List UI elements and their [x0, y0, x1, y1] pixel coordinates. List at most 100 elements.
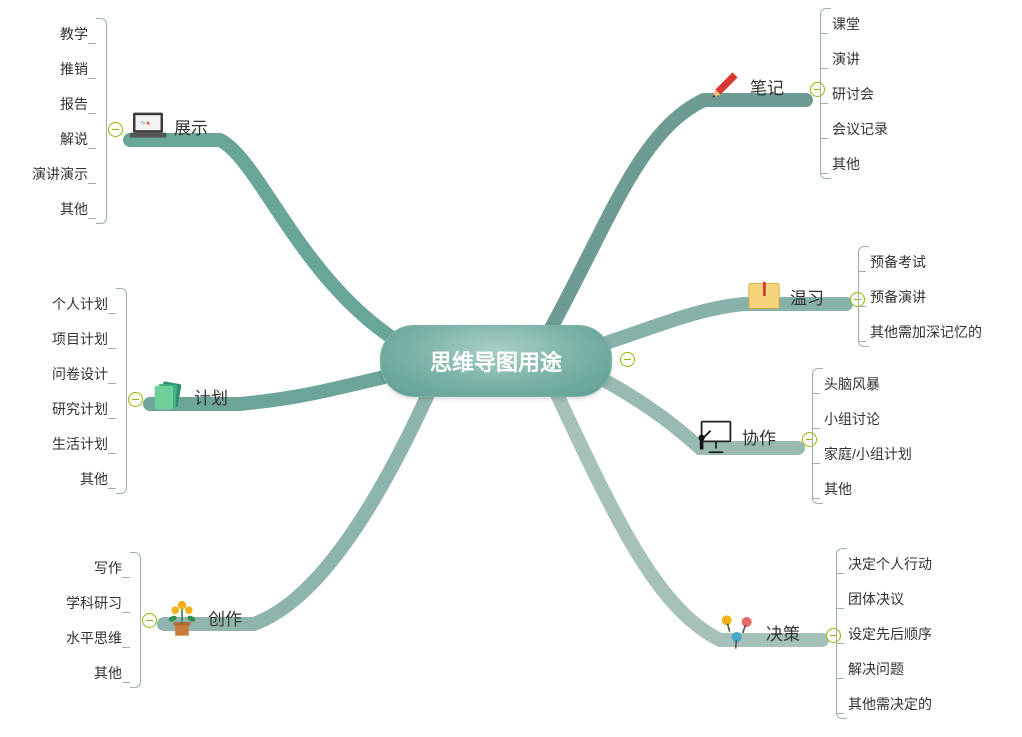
- leaf-connector: [122, 647, 130, 648]
- leaf-connector: [108, 383, 116, 384]
- leaf-xiezuo[interactable]: 家庭/小组计划: [824, 444, 912, 464]
- leaf-chuangzuo[interactable]: 水平思维: [66, 628, 122, 648]
- laptop-icon: ✶∿: [128, 106, 168, 146]
- leaf-zhanshi[interactable]: 解说: [60, 129, 88, 149]
- bracket-wenxi: [858, 246, 869, 347]
- branch-wenxi[interactable]: 温习: [744, 276, 824, 316]
- bracket-jihua: [116, 288, 127, 494]
- leaf-connector: [812, 498, 820, 499]
- leaf-connector: [820, 103, 828, 104]
- leaf-connector: [820, 68, 828, 69]
- center-node[interactable]: 思维导图用途: [380, 325, 612, 397]
- leaf-connector: [88, 113, 96, 114]
- leaf-connector: [108, 418, 116, 419]
- leaf-jihua[interactable]: 研究计划: [52, 399, 108, 419]
- leaf-xiezuo[interactable]: 头脑风暴: [824, 374, 880, 394]
- leaf-xiezuo[interactable]: 小组讨论: [824, 409, 880, 429]
- collapse-toggle-chuangzuo[interactable]: [142, 613, 157, 628]
- collapse-toggle-center[interactable]: [620, 352, 635, 367]
- leaf-connector: [836, 678, 844, 679]
- leaf-connector: [836, 713, 844, 714]
- leaf-connector: [88, 43, 96, 44]
- leaf-connector: [820, 138, 828, 139]
- branch-jihua[interactable]: 计划: [148, 376, 228, 416]
- leaf-connector: [812, 463, 820, 464]
- leaf-wenxi[interactable]: 其他需加深记忆的: [870, 322, 982, 342]
- book-icon: [744, 276, 784, 316]
- branch-label: 协作: [742, 424, 776, 449]
- leaf-biji[interactable]: 课堂: [832, 14, 860, 34]
- leaf-chuangzuo[interactable]: 其他: [94, 663, 122, 683]
- branch-label: 决策: [766, 620, 800, 645]
- leaf-connector: [108, 313, 116, 314]
- leaf-juece[interactable]: 解决问题: [848, 659, 904, 679]
- leaf-juece[interactable]: 设定先后顺序: [848, 624, 932, 644]
- leaf-connector: [108, 488, 116, 489]
- leaf-biji[interactable]: 演讲: [832, 49, 860, 69]
- leaf-connector: [122, 682, 130, 683]
- present-icon: [696, 416, 736, 456]
- leaf-connector: [108, 453, 116, 454]
- leaf-connector: [88, 78, 96, 79]
- leaf-zhanshi[interactable]: 报告: [60, 94, 88, 114]
- bracket-chuangzuo: [130, 552, 141, 688]
- leaf-zhanshi[interactable]: 演讲演示: [32, 164, 88, 184]
- leaf-connector: [836, 573, 844, 574]
- leaf-jihua[interactable]: 个人计划: [52, 294, 108, 314]
- leaf-biji[interactable]: 其他: [832, 154, 860, 174]
- branch-label: 创作: [208, 605, 242, 630]
- leaf-chuangzuo[interactable]: 写作: [94, 558, 122, 578]
- leaf-connector: [836, 608, 844, 609]
- leaf-connector: [812, 393, 820, 394]
- leaf-juece[interactable]: 团体决议: [848, 589, 904, 609]
- branch-biji[interactable]: 笔记: [704, 66, 784, 106]
- leaf-connector: [820, 173, 828, 174]
- leaf-jihua[interactable]: 其他: [80, 469, 108, 489]
- leaf-connector: [812, 428, 820, 429]
- leaf-connector: [858, 271, 866, 272]
- branch-chuangzuo[interactable]: 创作: [162, 597, 242, 637]
- leaf-jihua[interactable]: 生活计划: [52, 434, 108, 454]
- branch-label: 笔记: [750, 74, 784, 99]
- leaf-connector: [122, 612, 130, 613]
- collapse-toggle-zhanshi[interactable]: [108, 122, 123, 137]
- mindmap-canvas: 思维导图用途 ✶∿展示教学推销报告解说演讲演示其他计划个人计划项目计划问卷设计研…: [0, 0, 1022, 737]
- flowerpot-icon: [162, 597, 202, 637]
- svg-text:∿: ∿: [141, 120, 146, 126]
- leaf-biji[interactable]: 研讨会: [832, 84, 874, 104]
- leaf-connector: [108, 348, 116, 349]
- leaf-connector: [88, 148, 96, 149]
- leaf-connector: [820, 33, 828, 34]
- leaf-jihua[interactable]: 项目计划: [52, 329, 108, 349]
- leaf-juece[interactable]: 其他需决定的: [848, 694, 932, 714]
- leaf-connector: [858, 341, 866, 342]
- tacks-icon: [720, 612, 760, 652]
- bracket-xiezuo: [812, 368, 823, 504]
- collapse-toggle-jihua[interactable]: [128, 392, 143, 407]
- leaf-zhanshi[interactable]: 推销: [60, 59, 88, 79]
- files-icon: [148, 376, 188, 416]
- leaf-biji[interactable]: 会议记录: [832, 119, 888, 139]
- svg-text:✶: ✶: [145, 119, 151, 128]
- branch-label: 温习: [790, 284, 824, 309]
- leaf-chuangzuo[interactable]: 学科研习: [66, 593, 122, 613]
- leaf-zhanshi[interactable]: 教学: [60, 24, 88, 44]
- leaf-xiezuo[interactable]: 其他: [824, 479, 852, 499]
- leaf-connector: [836, 643, 844, 644]
- leaf-connector: [858, 306, 866, 307]
- leaf-juece[interactable]: 决定个人行动: [848, 554, 932, 574]
- pencil-icon: [704, 66, 744, 106]
- leaf-jihua[interactable]: 问卷设计: [52, 364, 108, 384]
- leaf-connector: [88, 183, 96, 184]
- leaf-wenxi[interactable]: 预备演讲: [870, 287, 926, 307]
- leaf-wenxi[interactable]: 预备考试: [870, 252, 926, 272]
- branch-juece[interactable]: 决策: [720, 612, 800, 652]
- branch-label: 计划: [194, 384, 228, 409]
- leaf-zhanshi[interactable]: 其他: [60, 199, 88, 219]
- branch-xiezuo[interactable]: 协作: [696, 416, 776, 456]
- center-label: 思维导图用途: [430, 345, 562, 377]
- bracket-zhanshi: [96, 18, 107, 224]
- leaf-connector: [88, 218, 96, 219]
- branch-label: 展示: [174, 114, 208, 139]
- branch-zhanshi[interactable]: ✶∿展示: [128, 106, 208, 146]
